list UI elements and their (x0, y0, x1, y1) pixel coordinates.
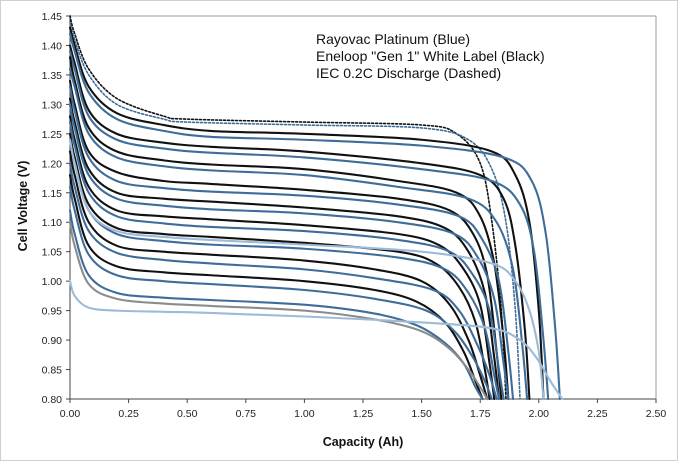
series-line-12 (68, 103, 510, 401)
y-tick-label: 1.05 (42, 247, 63, 259)
y-tick-label: 1.45 (42, 11, 63, 23)
series-line-15 (68, 132, 491, 401)
x-tick-label: 0.00 (60, 408, 81, 420)
annotation-rayovac: Rayovac Platinum (Blue) (316, 31, 470, 47)
x-tick-label: 1.00 (294, 408, 315, 420)
series-line-14 (68, 121, 505, 401)
series-line-6 (68, 50, 550, 401)
y-tick-label: 0.90 (42, 335, 63, 347)
series-line-8 (68, 67, 529, 401)
y-tick-label: 1.40 (42, 40, 63, 52)
x-axis-title: Capacity (Ah) (323, 435, 404, 449)
x-tick-label: 2.50 (646, 408, 667, 420)
series-line-9 (68, 79, 503, 401)
series-line-20 (68, 185, 493, 401)
series-line-5 (68, 44, 531, 401)
y-tick-label: 0.80 (42, 394, 63, 406)
x-tick-label: 1.50 (411, 408, 432, 420)
y-tick-label: 1.25 (42, 129, 63, 141)
y-tick-label: 0.95 (42, 306, 63, 318)
x-tick-label: 1.75 (470, 408, 491, 420)
y-tick-group: 0.80 0.85 0.90 0.95 1.00 1.05 1.10 1.15 1.20 1.25… (42, 11, 70, 406)
x-tick-label: 0.75 (236, 408, 257, 420)
y-tick-label: 1.30 (42, 99, 63, 111)
series-line-24 (68, 138, 545, 401)
y-tick-label: 1.35 (42, 70, 63, 82)
legend-annotations: Rayovac Platinum (Blue) Eneloop "Gen 1" … (316, 31, 545, 81)
x-tick-label: 1.25 (353, 408, 374, 420)
x-tick-label: 0.50 (177, 408, 198, 420)
series-line-4 (68, 32, 561, 401)
series-line-10 (68, 85, 515, 401)
series-line-17 (68, 150, 489, 401)
series-group (68, 15, 564, 401)
series-line-23 (68, 280, 564, 401)
x-tick-label: 2.25 (587, 408, 608, 420)
series-line-13 (68, 115, 496, 401)
series-line-19 (68, 174, 484, 401)
y-tick-label: 1.20 (42, 158, 63, 170)
y-tick-label: 1.00 (42, 276, 63, 288)
x-tick-group: 0.00 0.25 0.50 0.75 1.00 1.25 1.50 1.75 2.00 2.25… (60, 399, 667, 420)
series-line-2 (69, 21, 521, 400)
annotation-eneloop: Eneloop "Gen 1" White Label (Black) (316, 48, 545, 64)
annotation-iec: IEC 0.2C Discharge (Dashed) (316, 65, 501, 81)
y-axis-title: Cell Voltage (V) (16, 161, 30, 252)
series-line-18 (68, 162, 498, 401)
series-line-1 (69, 15, 507, 400)
series-line-7 (68, 56, 510, 401)
y-tick-label: 1.15 (42, 188, 63, 200)
series-line-22 (68, 221, 489, 401)
series-line-11 (68, 97, 500, 401)
x-tick-label: 0.25 (118, 408, 139, 420)
x-tick-label: 2.00 (529, 408, 550, 420)
y-tick-label: 1.10 (42, 217, 63, 229)
y-tick-label: 0.85 (42, 365, 63, 377)
